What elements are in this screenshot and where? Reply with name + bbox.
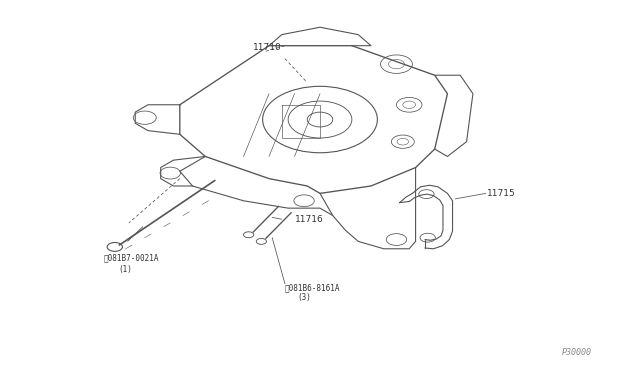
Text: P30000: P30000 <box>562 348 592 357</box>
Text: 11716: 11716 <box>294 215 323 224</box>
Text: (3): (3) <box>297 294 311 302</box>
Text: (1): (1) <box>118 264 132 273</box>
Text: Ⓑ081B6-8161A: Ⓑ081B6-8161A <box>285 283 340 292</box>
Text: 11715: 11715 <box>487 189 516 198</box>
Text: 11710: 11710 <box>253 43 282 52</box>
Text: Ⓑ081B7-0021A: Ⓑ081B7-0021A <box>103 253 159 263</box>
